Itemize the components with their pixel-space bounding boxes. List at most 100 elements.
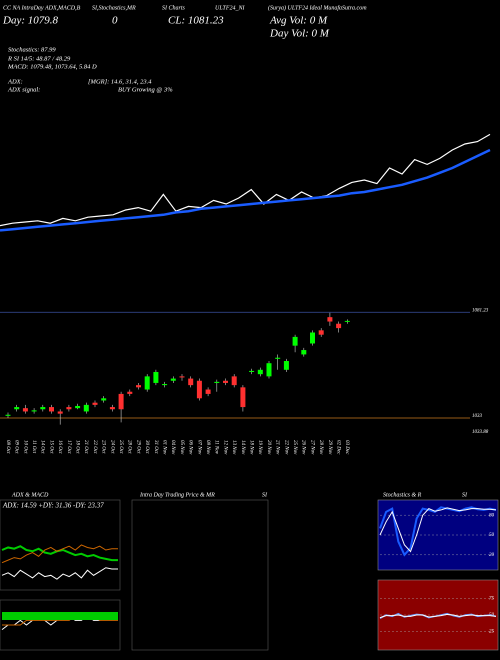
level-label: 1081.23 [472, 308, 489, 313]
x-tick-label: 23 Oct [101, 440, 106, 454]
panel-title: Intra Day Trading Price & MR [139, 492, 215, 498]
x-tick-label: 09 Oct [14, 440, 19, 454]
candle [327, 317, 333, 322]
x-tick-label: 15 Oct [48, 440, 53, 454]
candle [266, 363, 272, 377]
candle [344, 320, 350, 322]
candle [22, 408, 28, 412]
x-tick-label: 08 Oct [5, 440, 10, 454]
candle [57, 411, 63, 414]
candle [40, 407, 46, 410]
candle [336, 323, 342, 329]
y-tick-label: 20 [489, 553, 495, 558]
candle [49, 407, 54, 412]
candle [275, 357, 281, 359]
series-line [379, 507, 497, 553]
candle [170, 378, 176, 381]
x-tick-label: 10 Oct [22, 440, 27, 454]
x-tick-label: 11 Nov [214, 440, 219, 455]
avg-vol: Avg Vol: 0 M [269, 15, 328, 27]
x-tick-label: 22 Oct [92, 440, 97, 454]
panel-title: SI [462, 492, 468, 498]
x-tick-label: 11 Oct [31, 440, 36, 454]
y-tick-label: 75 [489, 597, 495, 602]
x-tick-label: 25 Oct [118, 440, 123, 454]
header: SI,Stochastics,MR [92, 5, 136, 11]
day: Day: 1079.8 [2, 15, 58, 27]
x-tick-label: 07 Nov [196, 440, 201, 455]
candle [162, 384, 168, 386]
zero: 0 [112, 15, 118, 27]
header: ULTF24_NI [215, 4, 246, 11]
adx-signal-label: ADX signal: [7, 86, 40, 93]
macd: MACD: 1079.48, 1073.64, 5.84 D [7, 63, 97, 70]
stoch: Stochastics: 87.99 [8, 46, 56, 53]
x-tick-label: 22 Nov [283, 440, 288, 455]
x-tick-label: 14 Nov [240, 440, 245, 455]
candle [283, 361, 289, 370]
candle [292, 336, 298, 346]
level-label: 1033.88 [472, 430, 489, 435]
adx-signal: BUY Growing @ 3% [118, 86, 173, 93]
x-tick-label: 02 Dec [335, 440, 340, 455]
x-tick-label: 13 Nov [231, 440, 236, 455]
x-tick-label: 20 Nov [266, 440, 271, 455]
x-tick-label: 01 Nov [161, 440, 166, 455]
candle [5, 414, 11, 416]
x-tick-label: 18 Oct [74, 440, 79, 454]
series-line [1, 567, 118, 580]
x-tick-label: 04 Nov [170, 440, 175, 455]
x-tick-label: 12 Nov [222, 440, 227, 455]
candle [136, 385, 141, 388]
candle [31, 410, 37, 412]
adx-panel [0, 499, 121, 591]
candle [240, 387, 246, 408]
intraday-panel [131, 499, 269, 651]
x-tick-label: 28 Oct [127, 440, 132, 454]
panel-title: SI [262, 492, 268, 498]
x-tick-label: 05 Nov [179, 440, 184, 455]
adx: ADX: [7, 78, 23, 85]
x-tick-label: 21 Oct [83, 440, 88, 454]
y-tick-label: 25 [489, 630, 495, 635]
candle [144, 376, 150, 390]
y-tick-label: 80 [489, 513, 495, 518]
candle [188, 378, 194, 386]
x-tick-label: 21 Nov [275, 440, 280, 455]
header: CC NA IntraDay ADX,MACD,B [3, 5, 81, 11]
x-tick-label: 24 Oct [109, 440, 114, 454]
candle [109, 407, 115, 410]
y-tick-label: 50 [489, 533, 495, 538]
x-tick-label: 19 Nov [257, 440, 262, 455]
candle [92, 402, 98, 405]
candle [75, 405, 81, 409]
header: SI Charts [162, 5, 186, 11]
candle [214, 381, 220, 383]
candle [231, 376, 237, 386]
header: (Surya) ULTF24 Ideal MunafaSutra.com [268, 4, 367, 11]
series-line [1, 544, 118, 564]
panel-title: ADX & MACD [11, 492, 49, 498]
candle [196, 380, 202, 399]
candle [223, 380, 228, 383]
macd-hist [2, 612, 118, 620]
adx-values: [MGR]: 14.6, 31.4, 23.4 [88, 78, 152, 85]
x-tick-label: 29 Oct [135, 440, 140, 454]
candle [118, 393, 124, 410]
x-tick-label: 18 Nov [248, 440, 253, 455]
candle [310, 332, 315, 344]
candle [101, 398, 107, 401]
candle [318, 330, 324, 335]
day-vol: Day Vol: 0 M [269, 28, 330, 40]
x-tick-label: 29 Nov [327, 440, 332, 455]
x-tick-label: 28 Nov [318, 440, 323, 455]
x-tick-label: 26 Nov [301, 440, 306, 455]
candle [301, 350, 307, 355]
x-tick-label: 31 Oct [153, 440, 158, 454]
candle [127, 391, 133, 394]
close: CL: 1081.23 [168, 15, 224, 27]
candle [179, 376, 185, 378]
x-tick-label: 14 Oct [40, 440, 45, 454]
x-tick-label: 30 Oct [144, 440, 149, 454]
